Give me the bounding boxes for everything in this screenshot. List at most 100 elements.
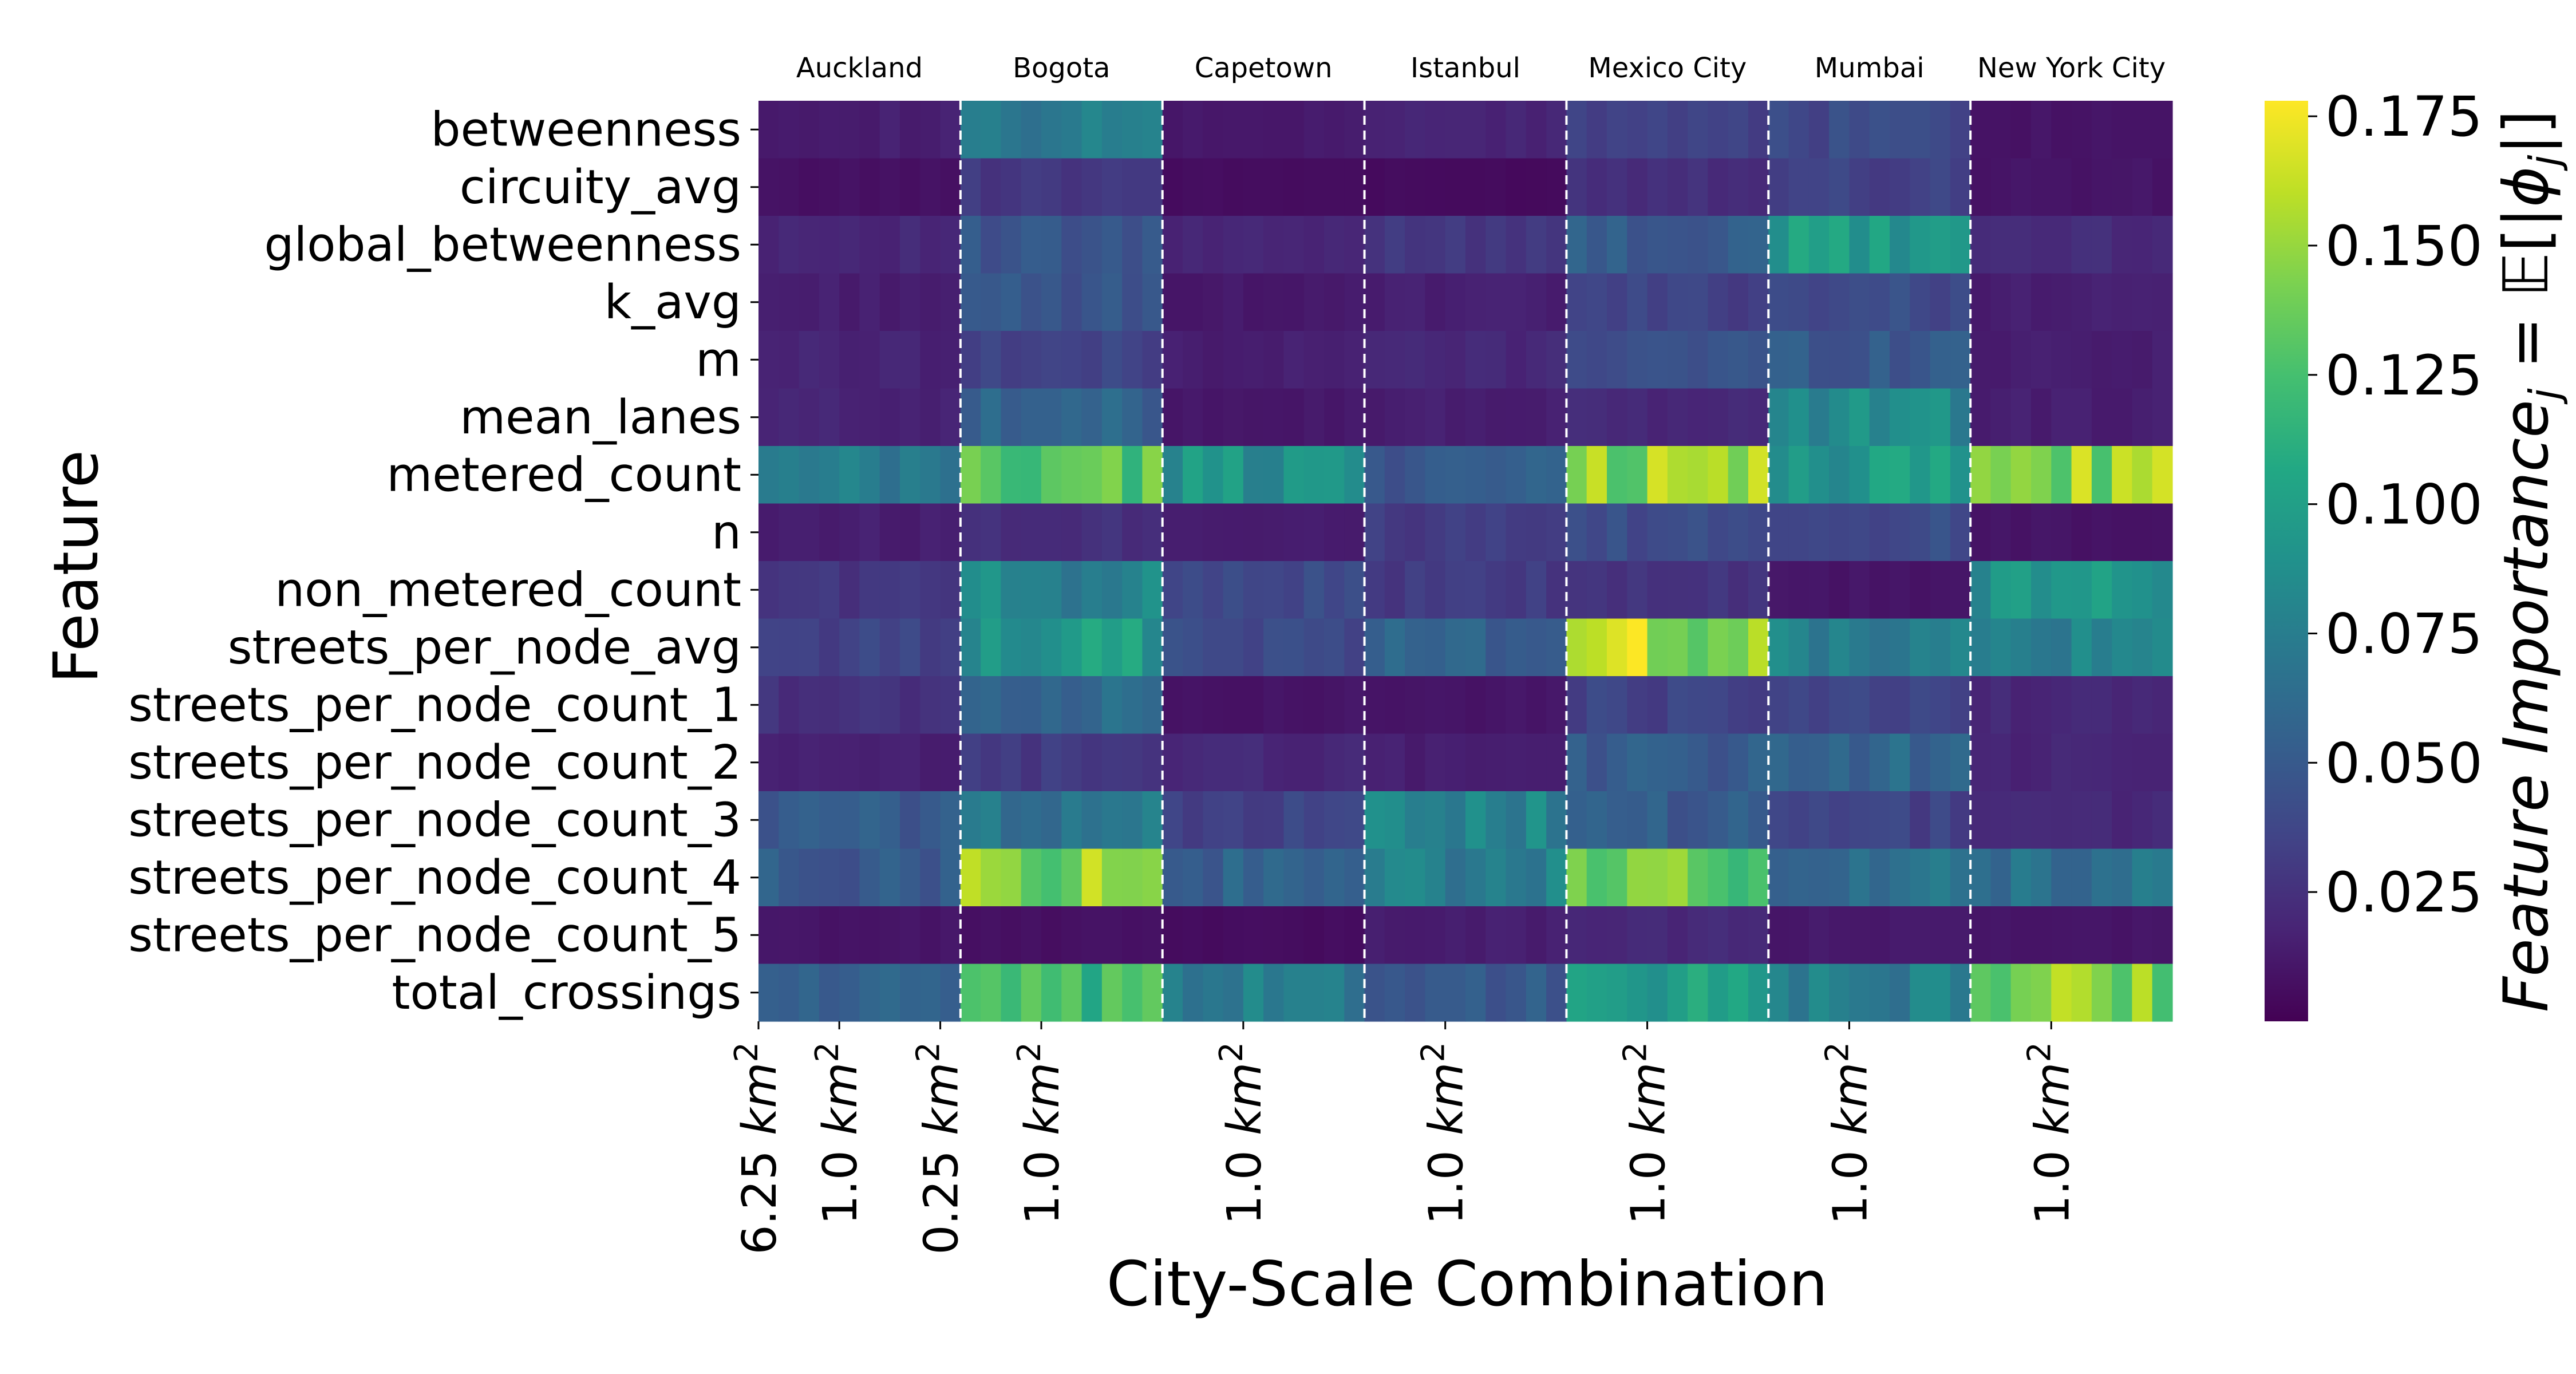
- heatmap-cell: [1344, 733, 1365, 792]
- heatmap-cell: [1344, 273, 1365, 331]
- heatmap-cell: [1122, 158, 1143, 216]
- heatmap-cell: [1485, 331, 1507, 389]
- heatmap-cell: [1122, 906, 1143, 965]
- heatmap-cell: [1162, 158, 1183, 216]
- heatmap-cell: [1849, 388, 1870, 447]
- heatmap-cell: [1627, 216, 1648, 274]
- heatmap-cell: [1890, 503, 1910, 562]
- heatmap-cell: [1263, 101, 1285, 159]
- heatmap-cell: [1021, 101, 1042, 159]
- heatmap-cell: [1041, 273, 1062, 331]
- heatmap-cell: [1627, 331, 1648, 389]
- heatmap-cell: [758, 618, 779, 677]
- heatmap-cell: [758, 331, 779, 389]
- heatmap-cell: [1768, 791, 1789, 850]
- heatmap-cell: [1041, 964, 1062, 1022]
- heatmap-cell: [2071, 216, 2092, 274]
- heatmap-cell: [1788, 446, 1809, 504]
- heatmap-cell: [1465, 503, 1486, 562]
- heatmap-cell: [1808, 158, 1830, 216]
- heatmap-cell: [1485, 618, 1507, 677]
- heatmap-cell: [1183, 676, 1203, 735]
- heatmap-cell: [1950, 158, 1971, 216]
- heatmap-cell: [2010, 503, 2032, 562]
- heatmap-cell: [1546, 273, 1567, 331]
- heatmap-cell: [1950, 964, 1971, 1022]
- x-tick-unit: km: [915, 1063, 969, 1135]
- heatmap-cell: [1405, 101, 1426, 159]
- heatmap-cell: [920, 101, 941, 159]
- heatmap-cell: [1688, 388, 1709, 447]
- heatmap-cell: [1162, 964, 1183, 1022]
- heatmap-cell: [1526, 216, 1547, 274]
- heatmap-cell: [1283, 158, 1305, 216]
- feature-label: streets_per_node_count_3: [128, 793, 741, 847]
- heatmap-cell: [900, 676, 920, 735]
- heatmap-cell: [1788, 618, 1809, 677]
- heatmap-cell: [1425, 503, 1446, 562]
- heatmap-cell: [1546, 848, 1567, 907]
- heatmap-cell: [1465, 964, 1486, 1022]
- heatmap-cell: [2051, 906, 2072, 965]
- heatmap-cell: [1910, 733, 1931, 792]
- heatmap-cell: [2112, 273, 2133, 331]
- heatmap-cell: [2010, 158, 2032, 216]
- heatmap-cell: [1586, 791, 1607, 850]
- heatmap-cell: [1263, 273, 1285, 331]
- colorbar: 0.025 0.050 0.075 0.100 0.125 0.150 0.175 Feat…: [2265, 85, 2569, 1021]
- heatmap-cell: [1788, 503, 1809, 562]
- heatmap-cell: [1081, 848, 1103, 907]
- feature-label: streets_per_node_count_4: [128, 851, 741, 905]
- heatmap-cell: [1950, 618, 1971, 677]
- heatmap-cell: [1788, 676, 1809, 735]
- heatmap-cell: [1829, 273, 1850, 331]
- x-tick-label: 0.25 km2: [910, 1042, 969, 1255]
- heatmap-cell: [1263, 964, 1285, 1022]
- heatmap-cell: [960, 733, 981, 792]
- heatmap-cell: [1869, 216, 1890, 274]
- heatmap-cell: [1728, 964, 1749, 1022]
- heatmap-cell: [1526, 618, 1547, 677]
- heatmap-cell: [1990, 676, 2012, 735]
- heatmap-cell: [839, 273, 860, 331]
- heatmap-cell: [981, 503, 1002, 562]
- heatmap-cell: [1384, 388, 1405, 447]
- heatmap-cell: [1627, 848, 1648, 907]
- heatmap-cell: [1162, 561, 1183, 619]
- heatmap-cell: [2091, 446, 2112, 504]
- heatmap-cell: [1708, 503, 1729, 562]
- heatmap-cell: [799, 331, 820, 389]
- heatmap-cell: [1910, 561, 1931, 619]
- colorbar-tick-label: 0.100: [2325, 473, 2483, 537]
- heatmap-cell: [1910, 101, 1931, 159]
- heatmap-cell: [1001, 101, 1022, 159]
- heatmap-cell: [1607, 733, 1627, 792]
- heatmap-cell: [2091, 848, 2112, 907]
- heatmap-cell: [779, 906, 800, 965]
- heatmap-cell: [819, 676, 840, 735]
- heatmap-cell: [920, 331, 941, 389]
- heatmap-cell: [758, 101, 779, 159]
- heatmap-cell: [1101, 273, 1123, 331]
- heatmap-cell: [1788, 733, 1809, 792]
- feature-label: streets_per_node_count_2: [128, 736, 741, 790]
- heatmap-cell: [1001, 848, 1022, 907]
- heatmap-cell: [1526, 101, 1547, 159]
- heatmap-cell: [839, 561, 860, 619]
- x-tick-unit: km: [1622, 1063, 1676, 1135]
- x-tick-value: 1.0: [1420, 1135, 1474, 1225]
- heatmap-cell: [1667, 158, 1688, 216]
- heatmap-cell: [1142, 388, 1163, 447]
- x-tick-exponent: 2: [1617, 1042, 1654, 1063]
- x-tick-exponent: 2: [910, 1042, 947, 1063]
- heatmap-cell: [1829, 158, 1850, 216]
- heatmap-cell: [779, 273, 800, 331]
- heatmap-cell: [839, 446, 860, 504]
- heatmap-cell: [1223, 446, 1244, 504]
- x-tick-exponent: 2: [809, 1042, 846, 1063]
- heatmap-cell: [819, 101, 840, 159]
- heatmap-cell: [1506, 158, 1527, 216]
- heatmap-cell: [1061, 561, 1082, 619]
- heatmap-cell: [1465, 733, 1486, 792]
- heatmap-cell: [1203, 101, 1224, 159]
